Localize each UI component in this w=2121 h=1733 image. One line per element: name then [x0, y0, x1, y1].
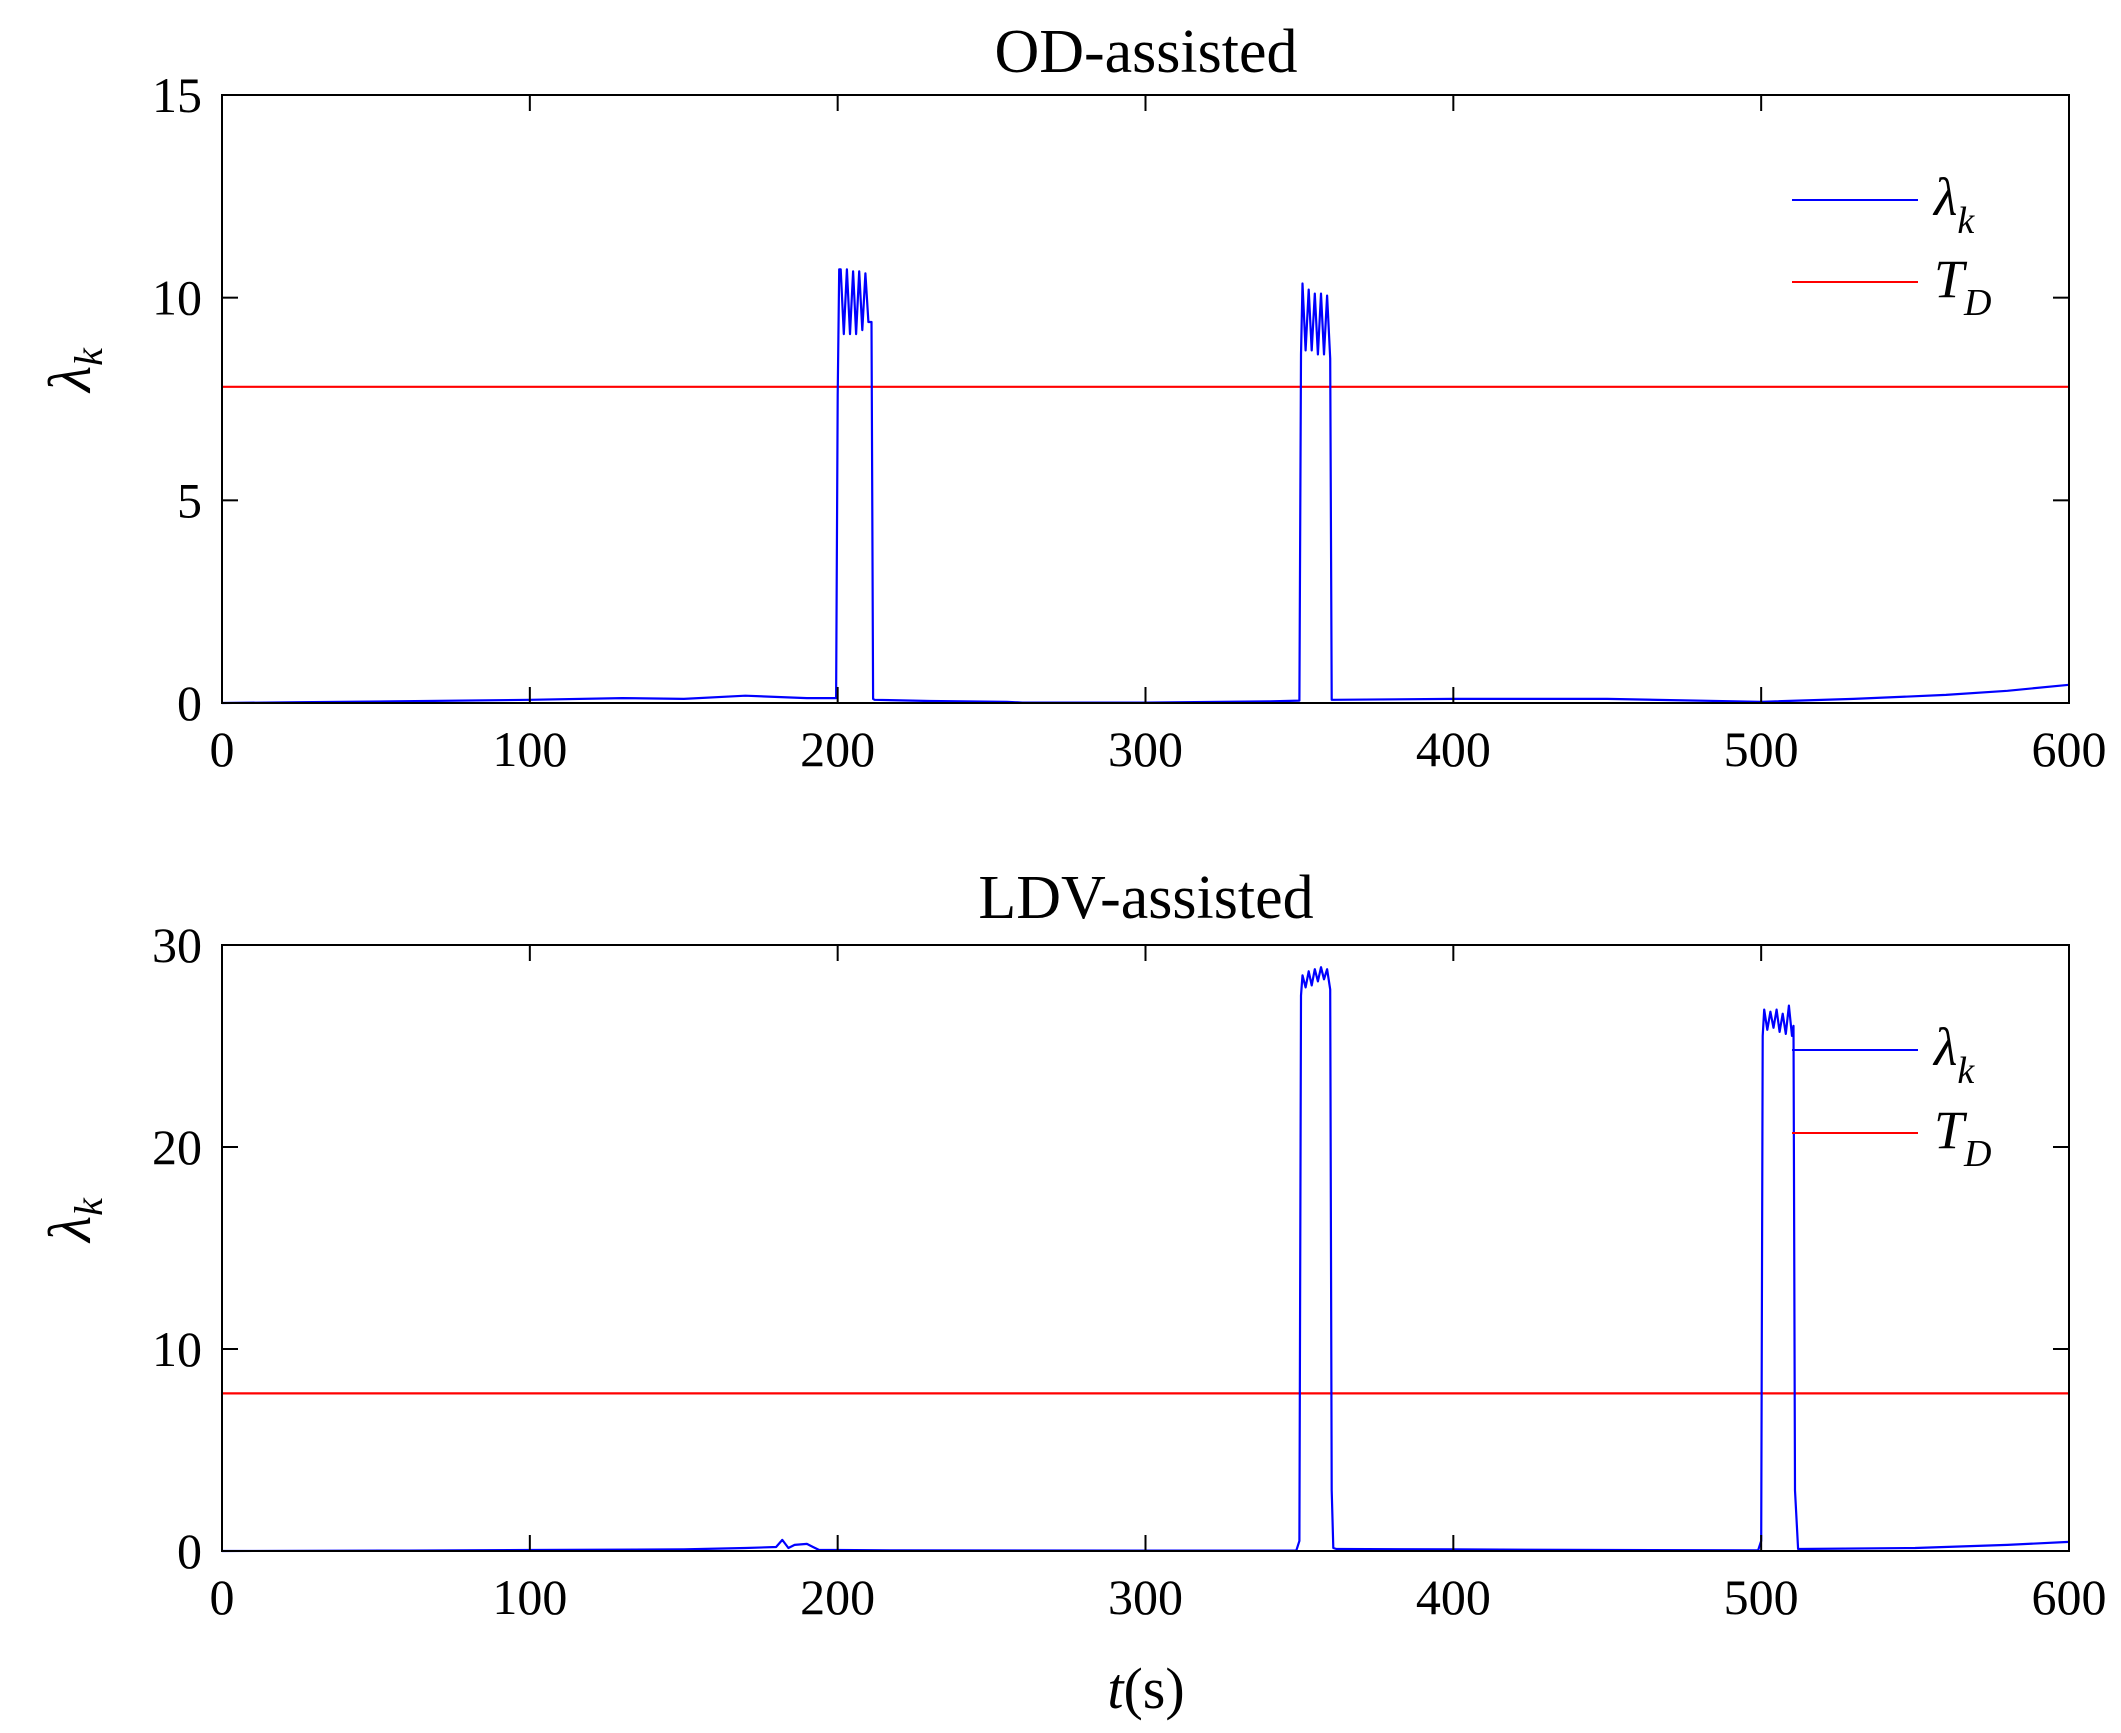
- svg-text:TD: TD: [1934, 249, 1992, 324]
- svg-text:TD: TD: [1934, 1100, 1992, 1175]
- ldv-assisted-y-ticks: 0 10 20 30: [152, 917, 2069, 1579]
- od-assisted-xtick-label: 100: [492, 721, 567, 777]
- od-assisted-ylabel-sub: k: [66, 347, 111, 366]
- ldv-assisted-legend-lambda-label: λ: [1932, 1017, 1957, 1077]
- ldv-assisted-legend-td-label: T: [1934, 1100, 1968, 1160]
- od-assisted-legend-td-sub: D: [1963, 282, 1991, 324]
- ldv-assisted-legend: λk TD: [1792, 1017, 1992, 1175]
- od-assisted-xtick-label: 200: [800, 721, 875, 777]
- od-assisted-title: OD-assisted: [994, 18, 1297, 86]
- ldv-assisted-series-lambda-line: [221, 966, 2070, 1553]
- ldv-assisted-ytick-label: 20: [152, 1119, 202, 1175]
- ldv-assisted-ytick-label: 30: [152, 917, 202, 973]
- ldv-assisted-xtick-label: 0: [210, 1569, 235, 1625]
- ldv-assisted-legend-td-sub: D: [1963, 1133, 1991, 1175]
- ldv-assisted-ytick-label: 0: [177, 1523, 202, 1579]
- ldv-assisted-x-axis-label: t(s): [1107, 1656, 1184, 1721]
- od-assisted-xtick-label: 300: [1108, 721, 1183, 777]
- od-assisted-ytick-label: 15: [152, 67, 202, 123]
- od-assisted-legend-lambda-sub: k: [1957, 200, 1975, 242]
- ldv-assisted-ylabel-sub: k: [66, 1197, 111, 1216]
- ldv-assisted-ytick-label: 10: [152, 1321, 202, 1377]
- svg-text:λk: λk: [37, 1197, 111, 1244]
- od-assisted-xtick-label: 400: [1416, 721, 1491, 777]
- od-assisted-ytick-label: 5: [177, 472, 202, 528]
- od-assisted-ytick-label: 10: [152, 270, 202, 326]
- ldv-assisted-xtick-label: 100: [492, 1569, 567, 1625]
- od-assisted-legend-td-label: T: [1934, 249, 1968, 309]
- svg-text:λk: λk: [1932, 167, 1975, 242]
- ldv-assisted-xtick-label: 300: [1108, 1569, 1183, 1625]
- ldv-assisted-xtick-label: 500: [1724, 1569, 1799, 1625]
- od-assisted-ytick-label: 0: [177, 675, 202, 731]
- od-assisted-xtick-label: 600: [2032, 721, 2107, 777]
- od-assisted-series-lambda-line: [221, 268, 2070, 705]
- od-assisted-legend-lambda-label: λ: [1932, 167, 1957, 227]
- ldv-assisted-xtick-label: 400: [1416, 1569, 1491, 1625]
- ldv-assisted-xtick-label: 200: [800, 1569, 875, 1625]
- od-assisted-xtick-label: 0: [210, 721, 235, 777]
- ldv-assisted-ylabel-main: λ: [37, 1216, 103, 1244]
- ldv-assisted-x-ticks: 0 100 200 300 400 500 600: [210, 945, 2107, 1625]
- od-assisted-plot-area: [221, 268, 2070, 705]
- ldv-assisted-title: LDV-assisted: [978, 864, 1313, 932]
- ldv-assisted-legend-lambda-sub: k: [1957, 1050, 1975, 1092]
- ldv-assisted-y-axis-label: λk: [37, 1197, 111, 1244]
- od-assisted-panel: OD-assisted 0 5 10 15 0 100 200 300 400 500 600 λ…: [37, 18, 2107, 777]
- ldv-assisted-xtick-label: 600: [2032, 1569, 2107, 1625]
- svg-text:λk: λk: [1932, 1017, 1975, 1092]
- od-assisted-xtick-label: 500: [1724, 721, 1799, 777]
- od-assisted-x-ticks: 0 100 200 300 400 500 600: [210, 95, 2107, 777]
- ldv-assisted-plot-area: [221, 966, 2070, 1553]
- ldv-assisted-panel: LDV-assisted 0 10 20 30 0 100 200 300 400 500 600…: [37, 864, 2107, 1721]
- od-assisted-y-ticks: 0 5 10 15: [152, 67, 2069, 731]
- svg-text:λk: λk: [37, 347, 111, 394]
- od-assisted-legend: λk TD: [1792, 167, 1992, 324]
- od-assisted-ylabel-main: λ: [37, 366, 103, 394]
- od-assisted-y-axis-label: λk: [37, 347, 111, 394]
